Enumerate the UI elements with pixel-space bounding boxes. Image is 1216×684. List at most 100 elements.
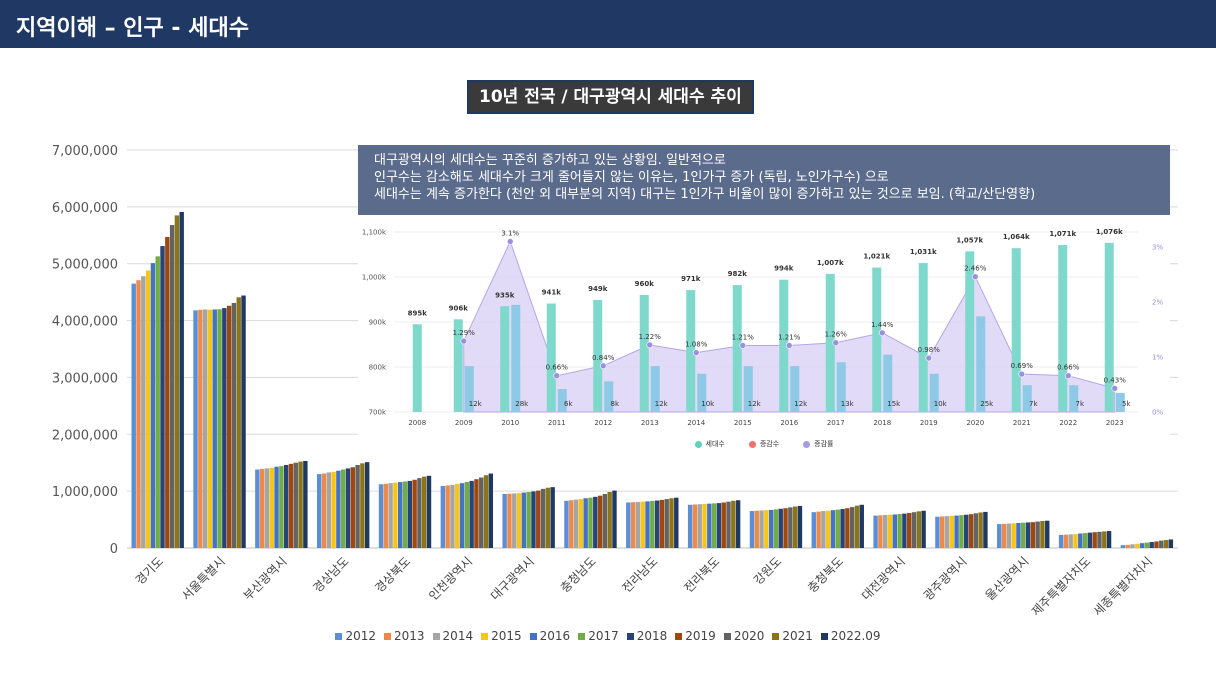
inset-x-tick: 2009 bbox=[455, 419, 473, 427]
bar bbox=[597, 495, 603, 548]
note-box: 대구광역시의 세대수는 꾸준히 증가하고 있는 상황임. 일반적으로 인구수는 … bbox=[358, 145, 1170, 215]
bar bbox=[983, 511, 988, 548]
households-bar bbox=[412, 324, 422, 412]
inset-chart-svg: 700k 800k 900k 1,000k 1,100k 0% 1% 2% 3% 895k 906k… bbox=[362, 228, 1164, 427]
bar bbox=[906, 513, 912, 548]
main-bar-chart: 0 1,000,000 2,000,000 3,000,000 4,000,000 5,0… bbox=[52, 144, 1178, 619]
bar bbox=[940, 516, 945, 548]
increase-bar bbox=[743, 366, 753, 412]
bar bbox=[692, 504, 698, 548]
inset-x-tick: 2008 bbox=[408, 419, 426, 427]
households-bar bbox=[1058, 245, 1068, 412]
households-label: 906k bbox=[449, 304, 469, 312]
households-label: 1,064k bbox=[1003, 233, 1030, 241]
bar bbox=[174, 215, 180, 548]
bar bbox=[626, 502, 631, 548]
increase-bar bbox=[1115, 392, 1125, 412]
x-tick-label: 충청남도 bbox=[558, 554, 599, 595]
x-tick-label: 경상북도 bbox=[372, 554, 413, 595]
legend-label: 2021 bbox=[782, 629, 813, 643]
households-bar bbox=[732, 285, 742, 412]
bar bbox=[388, 483, 393, 548]
increase-bar bbox=[790, 366, 800, 412]
legend-swatch bbox=[723, 633, 731, 640]
bar bbox=[788, 507, 793, 548]
bar bbox=[1120, 545, 1126, 548]
bar bbox=[697, 504, 702, 548]
bar bbox=[878, 515, 883, 548]
rate-label: 1.44% bbox=[871, 321, 894, 329]
bar bbox=[773, 509, 779, 548]
y-tick-label: 3,000,000 bbox=[52, 371, 118, 386]
bar bbox=[978, 512, 983, 548]
bar bbox=[469, 480, 474, 548]
bar bbox=[455, 484, 460, 548]
bar bbox=[659, 499, 665, 548]
households-label: 1,057k bbox=[956, 236, 983, 244]
bar bbox=[1035, 521, 1040, 548]
bar bbox=[968, 514, 974, 548]
bar bbox=[731, 500, 736, 548]
households-bar bbox=[872, 267, 882, 412]
bar bbox=[583, 498, 588, 548]
bar bbox=[417, 478, 422, 548]
bar bbox=[916, 511, 921, 548]
bar bbox=[531, 491, 536, 548]
bar bbox=[1025, 522, 1031, 548]
bar bbox=[821, 511, 826, 548]
bar bbox=[707, 503, 712, 548]
rate-label: 1.29% bbox=[453, 329, 476, 337]
increase-label: 15k bbox=[887, 400, 901, 408]
bar bbox=[407, 480, 413, 548]
bar bbox=[882, 515, 888, 548]
y-tick-label: 1,000,000 bbox=[52, 485, 118, 500]
bar bbox=[364, 462, 370, 548]
legend-label: 2012 bbox=[345, 629, 376, 643]
bar bbox=[735, 500, 741, 548]
bar bbox=[573, 499, 579, 548]
bar bbox=[212, 309, 217, 548]
increase-bar bbox=[836, 362, 846, 412]
increase-label: 10k bbox=[934, 400, 948, 408]
x-tick-label: 경기도 bbox=[133, 554, 166, 587]
bar bbox=[536, 490, 541, 548]
legend-swatch bbox=[772, 633, 780, 640]
bar bbox=[512, 493, 517, 548]
bar bbox=[607, 491, 612, 548]
bar bbox=[303, 461, 308, 548]
bar bbox=[288, 463, 294, 548]
increase-bar bbox=[697, 373, 707, 412]
rate-label: 1.26% bbox=[825, 331, 848, 339]
rate-label: 0.43% bbox=[1104, 376, 1127, 384]
bar bbox=[222, 308, 227, 548]
bar bbox=[588, 497, 593, 548]
increase-label: 6k bbox=[564, 400, 573, 408]
bar bbox=[664, 499, 669, 548]
bar bbox=[479, 477, 484, 548]
bar bbox=[921, 510, 926, 548]
legend-label: 2018 bbox=[636, 629, 668, 643]
inset-legend-label: 증감수 bbox=[759, 440, 780, 448]
bar bbox=[231, 302, 237, 548]
bar bbox=[402, 481, 408, 548]
bar bbox=[897, 513, 902, 548]
rate-point bbox=[971, 273, 979, 281]
inset-x-tick: 2012 bbox=[594, 419, 612, 427]
bar bbox=[1082, 533, 1088, 548]
note-line: 세대수는 계속 증가한다 (천안 외 대부분의 지역) 대구는 1인가구 비율이… bbox=[374, 187, 1036, 202]
bar bbox=[236, 297, 241, 548]
rate-label: 0.66% bbox=[1057, 364, 1080, 372]
bar bbox=[640, 501, 645, 548]
bar bbox=[169, 225, 175, 548]
bar bbox=[564, 500, 569, 548]
bar bbox=[1163, 540, 1169, 548]
rate-label: 0.66% bbox=[546, 364, 569, 372]
legend-swatch bbox=[578, 633, 586, 640]
increase-bar bbox=[883, 354, 893, 412]
page-title: 지역이해 – 인구 - 세대수 bbox=[16, 16, 249, 41]
bar bbox=[474, 479, 479, 548]
bar bbox=[526, 491, 531, 548]
bar bbox=[593, 496, 598, 548]
legend-label: 2015 bbox=[491, 629, 522, 643]
bar bbox=[198, 309, 203, 548]
